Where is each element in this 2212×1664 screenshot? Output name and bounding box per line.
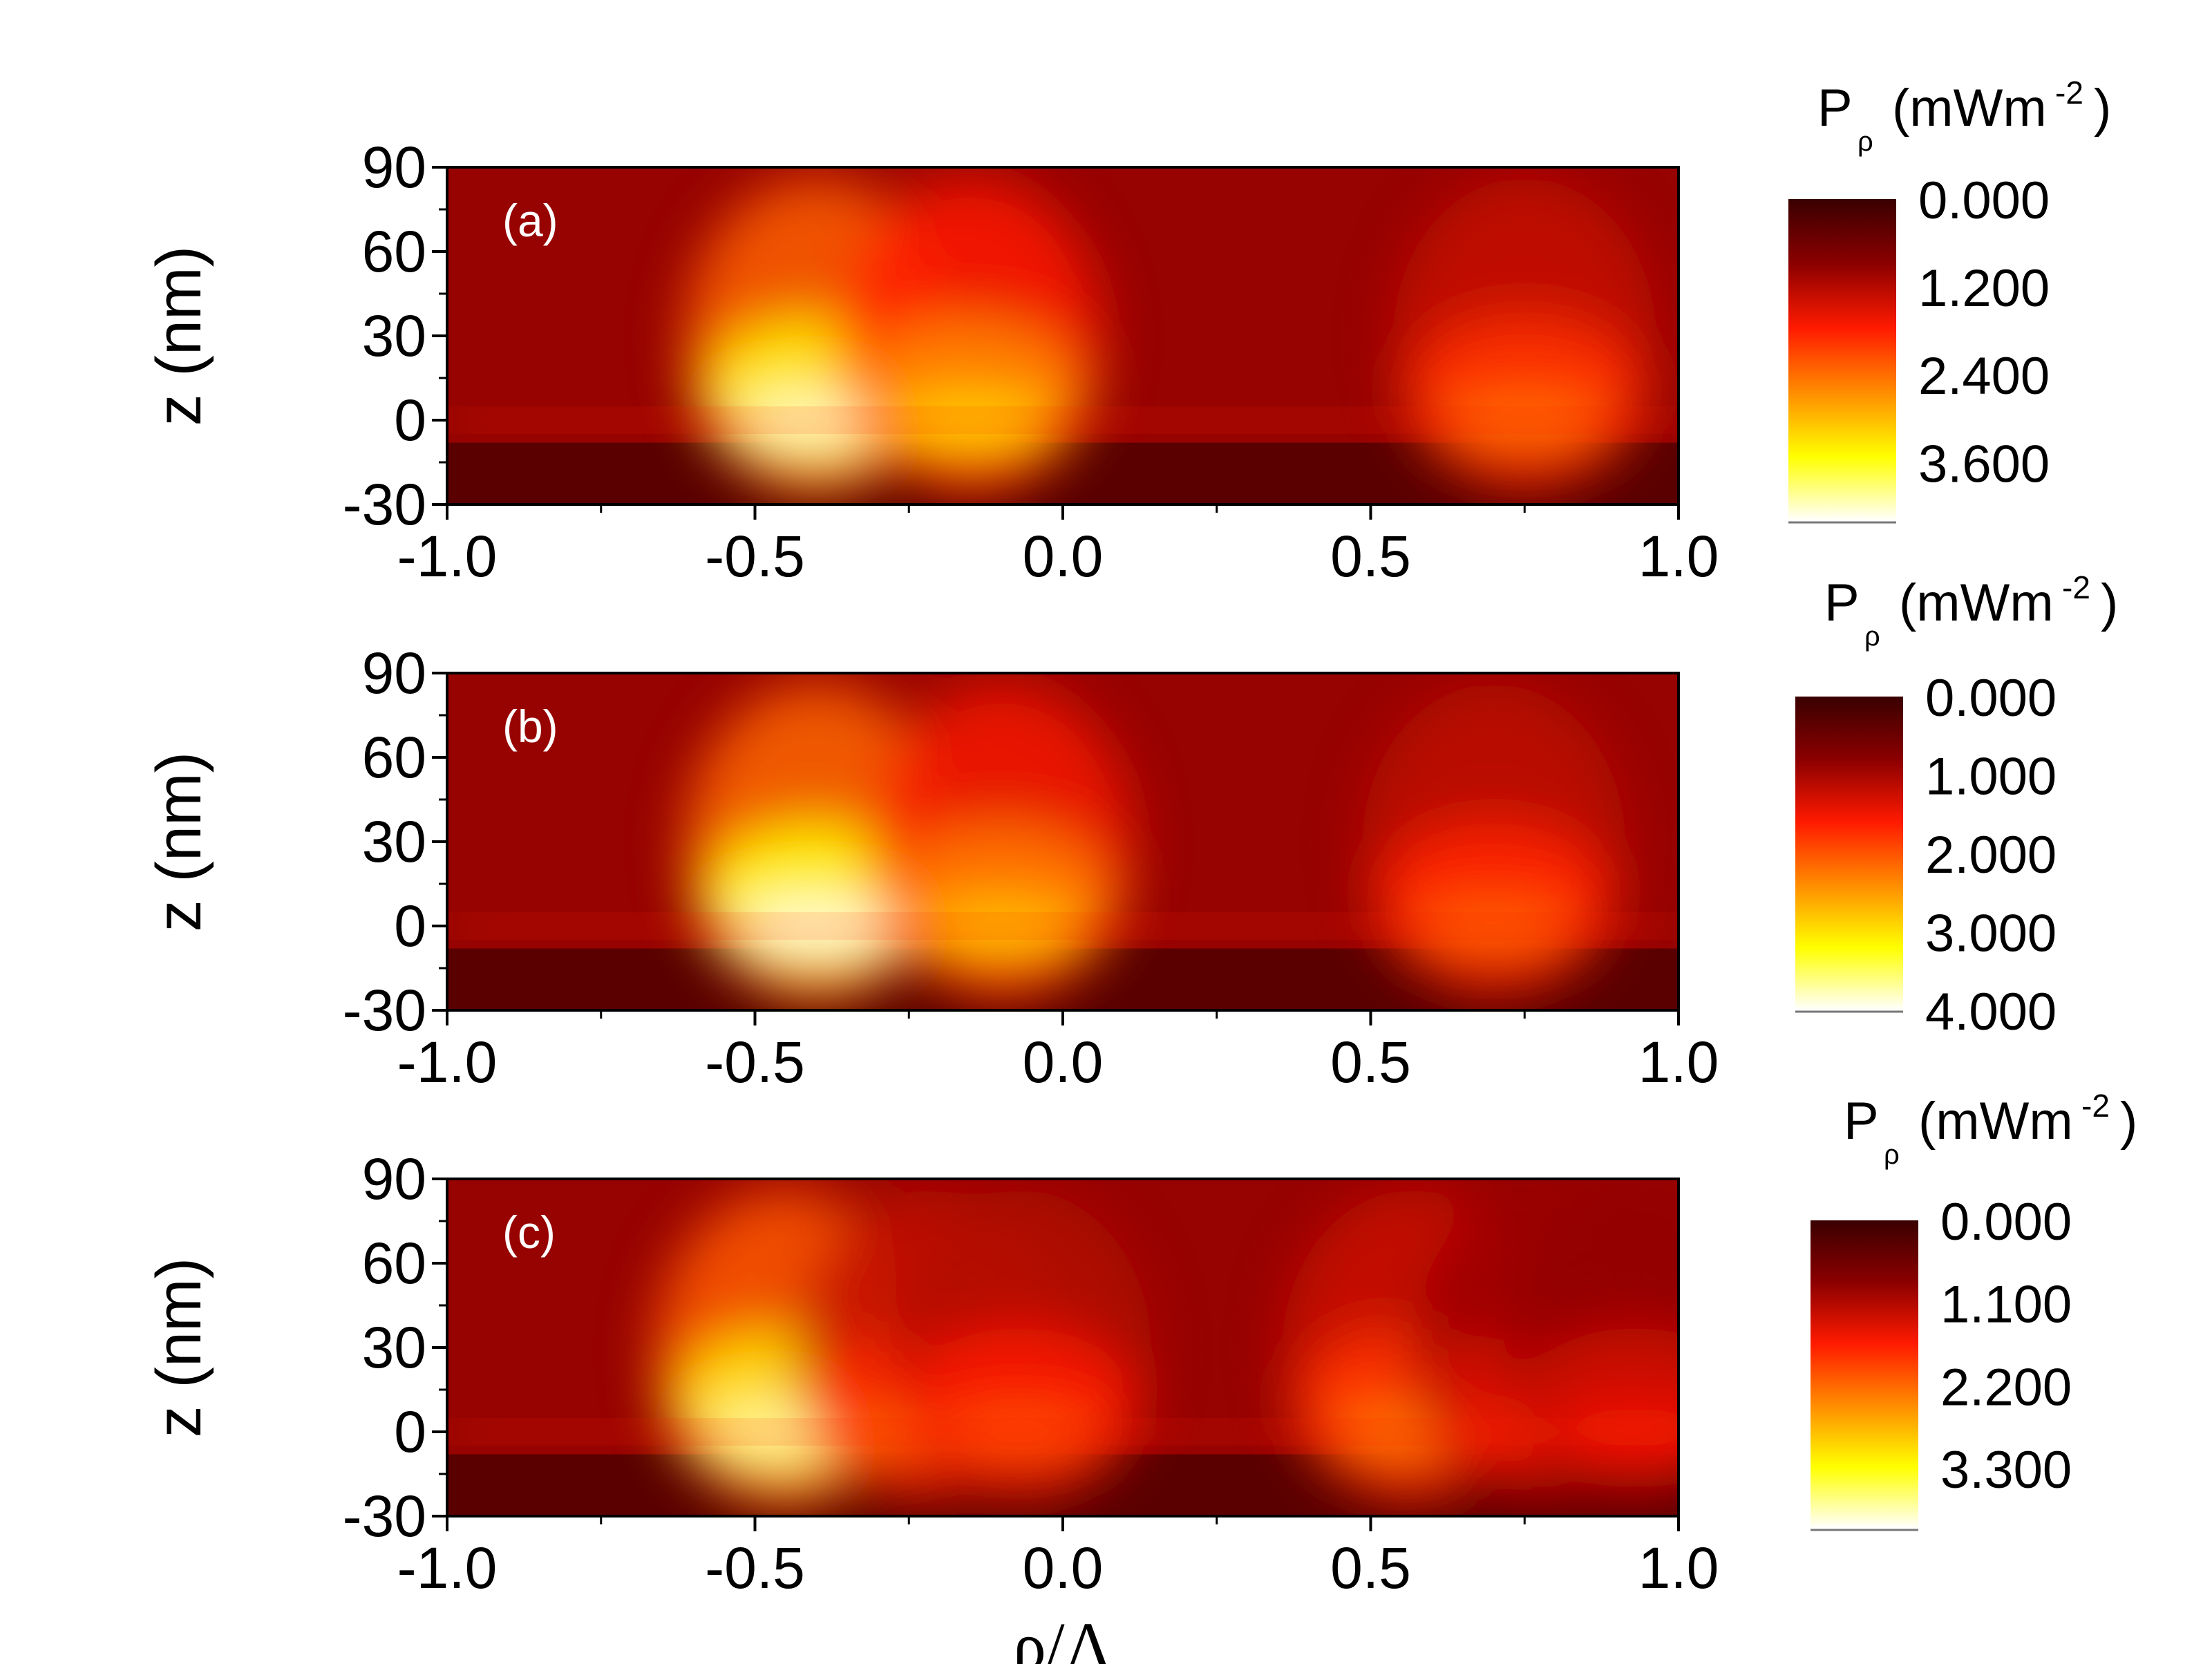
x-axis-title: ρ/Λ xyxy=(1013,1609,1113,1664)
colorbar-tick-label: 2.000 xyxy=(1925,826,2057,885)
colorbar-title-unit: (mWm xyxy=(1892,79,2047,138)
colorbar-gradient xyxy=(1788,199,1896,521)
hotspot-mid-3 xyxy=(1407,316,1643,469)
colorbar-gradient xyxy=(1795,697,1903,1010)
y-tick-label: 0 xyxy=(394,388,426,453)
colorbar-title-subscript: ρ xyxy=(1857,126,1873,157)
y-tick-label: 60 xyxy=(362,219,426,284)
x-tick-label: 0.5 xyxy=(1330,1030,1411,1095)
colorbar-tick-label: 1.100 xyxy=(1940,1276,2072,1334)
y-tick-label: 90 xyxy=(362,641,426,706)
colorbar-title-unit: (mWm xyxy=(1899,574,2054,632)
y-tick-label: 60 xyxy=(362,725,426,790)
colorbar-title-exponent: -2 xyxy=(2062,569,2090,605)
x-tick-label: -0.5 xyxy=(705,1535,805,1600)
surface-band xyxy=(447,919,1679,933)
x-tick-label: -1.0 xyxy=(397,1030,498,1095)
colorbar-tick-label: 0.000 xyxy=(1940,1193,2072,1251)
colorbar-title-unit: (mWm xyxy=(1918,1092,2073,1151)
panel-a: 90 60 30 0 -30-1.0 -0.5 0.0 0.5 1.0 (a) z (nm) 0.00… xyxy=(144,75,2111,589)
colorbar-tick-label: 3.000 xyxy=(1925,905,2057,963)
surface-band xyxy=(447,413,1679,427)
y-tick-label: -30 xyxy=(343,472,426,537)
y-tick-label: 30 xyxy=(362,303,426,368)
heatmap-3 xyxy=(447,1179,1679,1516)
x-tick-label: -1.0 xyxy=(397,524,498,589)
panel-b: 90 60 30 0 -30-1.0 -0.5 0.0 0.5 1.0 (b) z (nm) 0.00… xyxy=(144,569,2118,1095)
colorbar-tick-label: 0.000 xyxy=(1918,171,2050,230)
heatmap-1 xyxy=(447,167,1679,504)
colorbar-tick-label: 4.000 xyxy=(1925,983,2057,1041)
colorbar-tick-label: 3.300 xyxy=(1940,1441,2072,1500)
colorbar-title-close: ) xyxy=(2094,79,2111,138)
colorbar-tick-label: 1.200 xyxy=(1918,259,2050,318)
y-tick-label: -30 xyxy=(343,978,426,1043)
colorbar-title-p: P xyxy=(1824,574,1860,632)
hotspot-mid-6 xyxy=(1518,1328,1679,1480)
hotspot-mid-2 xyxy=(883,822,1119,974)
x-tick-label: -1.0 xyxy=(397,1535,498,1600)
y-tick-label: 90 xyxy=(362,1146,426,1211)
hotspot-mid-2 xyxy=(853,316,1088,469)
x-tick-label: 0.5 xyxy=(1330,1535,1411,1600)
heatmap-2 xyxy=(447,673,1679,1010)
colorbar-title-close: ) xyxy=(2101,574,2118,632)
y-tick-label: 60 xyxy=(362,1231,426,1296)
y-tick-label: 0 xyxy=(394,894,426,958)
x-tick-label: 0.0 xyxy=(1023,1030,1104,1095)
colorbar-title-exponent: -2 xyxy=(2055,75,2083,111)
y-tick-label: -30 xyxy=(343,1484,426,1549)
y-axis-title: z (nm) xyxy=(144,246,214,426)
panel-label: (c) xyxy=(502,1207,556,1258)
y-axis-title: z (nm) xyxy=(144,752,214,932)
colorbar-gradient xyxy=(1811,1220,1918,1529)
x-tick-label: 1.0 xyxy=(1638,1030,1719,1095)
colorbar-tick-label: 2.200 xyxy=(1940,1358,2072,1417)
x-tick-label: 1.0 xyxy=(1638,524,1719,589)
colorbar-tick-label: 3.600 xyxy=(1918,435,2050,493)
x-tick-label: 0.5 xyxy=(1330,524,1411,589)
colorbar-title-subscript: ρ xyxy=(1864,621,1880,652)
colorbar-title-close: ) xyxy=(2120,1092,2137,1151)
hotspot-mid-3 xyxy=(902,1328,1137,1480)
colorbar-tick-label: 2.400 xyxy=(1918,347,2050,406)
panel-c: 90 60 30 0 -30-1.0 -0.5 0.0 0.5 1.0 (c) z (nm) 0.00… xyxy=(144,1088,2137,1664)
y-tick-label: 90 xyxy=(362,135,426,200)
colorbar-title-p: P xyxy=(1817,79,1853,138)
x-tick-label: -0.5 xyxy=(705,1030,805,1095)
colorbar-tick-label: 1.000 xyxy=(1925,748,2057,806)
colorbar-title-p: P xyxy=(1844,1092,1879,1151)
hotspot-mid-3 xyxy=(1376,822,1611,974)
y-tick-label: 30 xyxy=(362,809,426,874)
panel-label: (b) xyxy=(502,701,558,752)
y-axis-title: z (nm) xyxy=(144,1258,214,1438)
colorbar-title-subscript: ρ xyxy=(1884,1140,1900,1170)
y-tick-label: 0 xyxy=(394,1399,426,1464)
surface-band xyxy=(447,1425,1679,1439)
x-tick-label: 0.0 xyxy=(1023,524,1104,589)
colorbar-tick-label: 0.000 xyxy=(1925,669,2057,728)
colorbar-title-exponent: -2 xyxy=(2081,1088,2110,1124)
x-tick-label: -0.5 xyxy=(705,524,805,589)
panel-label: (a) xyxy=(502,195,558,246)
y-tick-label: 30 xyxy=(362,1315,426,1380)
x-tick-label: 1.0 xyxy=(1638,1535,1719,1600)
x-tick-label: 0.0 xyxy=(1023,1535,1104,1600)
